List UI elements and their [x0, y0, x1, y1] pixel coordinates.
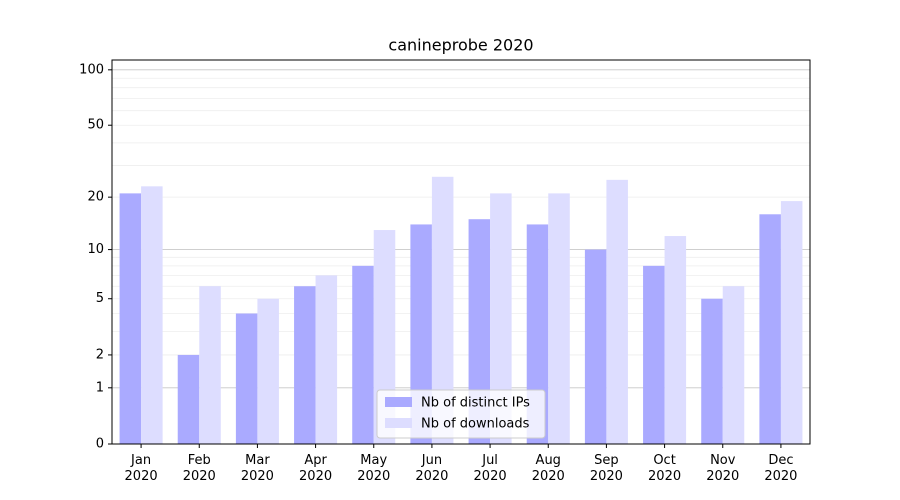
bar	[235, 313, 258, 444]
bar	[490, 193, 512, 444]
y-tick-label: 2	[96, 347, 104, 362]
bar	[584, 249, 607, 444]
legend-label: Nb of distinct IPs	[421, 396, 530, 411]
x-tick-label: Aug 2020	[531, 453, 565, 484]
x-tick-label: Jan 2020	[124, 453, 158, 484]
x-tick-label: Jun 2020	[415, 453, 449, 484]
x-tick-label: Mar 2020	[240, 453, 274, 484]
bar	[257, 298, 279, 444]
legend-swatch	[385, 397, 412, 407]
bar	[548, 193, 570, 444]
bar	[722, 286, 745, 444]
x-tick-label: May 2020	[357, 453, 391, 484]
bar	[119, 193, 142, 444]
bar	[177, 354, 200, 444]
legend-box	[376, 389, 546, 439]
y-tick-label: 0	[96, 437, 104, 452]
bar	[780, 201, 803, 444]
bar	[664, 236, 687, 444]
bar	[643, 265, 665, 444]
x-tick-label: Jul 2020	[473, 453, 507, 484]
x-tick-label: Nov 2020	[706, 453, 740, 484]
x-tick-label: Oct 2020	[648, 453, 682, 484]
bar	[294, 286, 316, 444]
bar	[199, 286, 221, 444]
bar	[606, 179, 628, 445]
x-tick-label: Sep 2020	[589, 453, 623, 484]
bar	[315, 275, 338, 444]
y-tick-label: 50	[87, 118, 104, 133]
x-tick-label: Feb 2020	[182, 453, 216, 484]
bar	[410, 224, 432, 444]
legend: Nb of distinct IPs Nb of downloads	[376, 389, 546, 439]
legend-swatch	[385, 418, 412, 428]
bar	[352, 265, 374, 444]
bar	[431, 176, 454, 444]
bar	[759, 214, 781, 444]
y-tick-label: 20	[87, 190, 104, 205]
y-tick-label: 5	[96, 291, 104, 306]
plot-frame	[111, 59, 811, 445]
x-tick-label: Dec 2020	[764, 453, 798, 484]
legend-label: Nb of downloads	[421, 417, 530, 432]
y-tick-label: 10	[87, 242, 104, 257]
x-tick-label: Apr 2020	[299, 453, 333, 484]
chart-title: canineprobe 2020	[388, 36, 533, 55]
bar	[468, 219, 491, 444]
y-tick-label: 100	[79, 62, 104, 77]
bar	[526, 224, 549, 444]
bar	[141, 186, 163, 444]
y-tick-label: 1	[96, 380, 104, 395]
bar	[701, 298, 723, 444]
